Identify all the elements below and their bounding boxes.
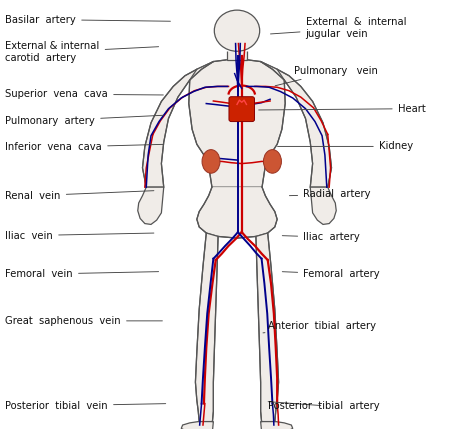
Ellipse shape (264, 150, 282, 173)
Text: Posterior  tibial  vein: Posterior tibial vein (5, 401, 166, 411)
Polygon shape (195, 233, 218, 421)
Polygon shape (256, 233, 279, 421)
Polygon shape (138, 187, 164, 224)
Polygon shape (181, 421, 213, 430)
Polygon shape (261, 61, 331, 187)
Text: Pulmonary   vein: Pulmonary vein (275, 66, 378, 86)
Text: Femoral  vein: Femoral vein (5, 269, 159, 279)
Text: External  &  internal
jugular  vein: External & internal jugular vein (271, 17, 406, 39)
Ellipse shape (202, 150, 220, 173)
Text: Posterior  tibial  artery: Posterior tibial artery (268, 401, 379, 411)
Text: Pulmonary  artery: Pulmonary artery (5, 115, 164, 126)
Polygon shape (261, 421, 293, 430)
Polygon shape (143, 61, 213, 187)
Text: Iliac  artery: Iliac artery (283, 232, 360, 242)
Circle shape (214, 10, 260, 51)
Text: Anterior  tibial  artery: Anterior tibial artery (263, 322, 376, 333)
Polygon shape (189, 60, 285, 187)
Text: Kidney: Kidney (278, 141, 413, 151)
Text: Superior  vena  cava: Superior vena cava (5, 89, 164, 99)
Text: Basilar  artery: Basilar artery (5, 15, 171, 25)
Text: Femoral  artery: Femoral artery (283, 269, 380, 279)
Polygon shape (227, 51, 247, 60)
Text: Heart: Heart (259, 104, 426, 114)
Text: Iliac  vein: Iliac vein (5, 230, 154, 240)
Text: Inferior  vena  cava: Inferior vena cava (5, 142, 164, 152)
Text: External & internal
carotid  artery: External & internal carotid artery (5, 41, 159, 63)
FancyBboxPatch shape (229, 97, 255, 122)
Polygon shape (310, 187, 336, 224)
Text: Radial  artery: Radial artery (290, 190, 371, 200)
Text: Renal  vein: Renal vein (5, 190, 154, 201)
Text: Great  saphenous  vein: Great saphenous vein (5, 316, 163, 326)
Polygon shape (197, 187, 277, 238)
